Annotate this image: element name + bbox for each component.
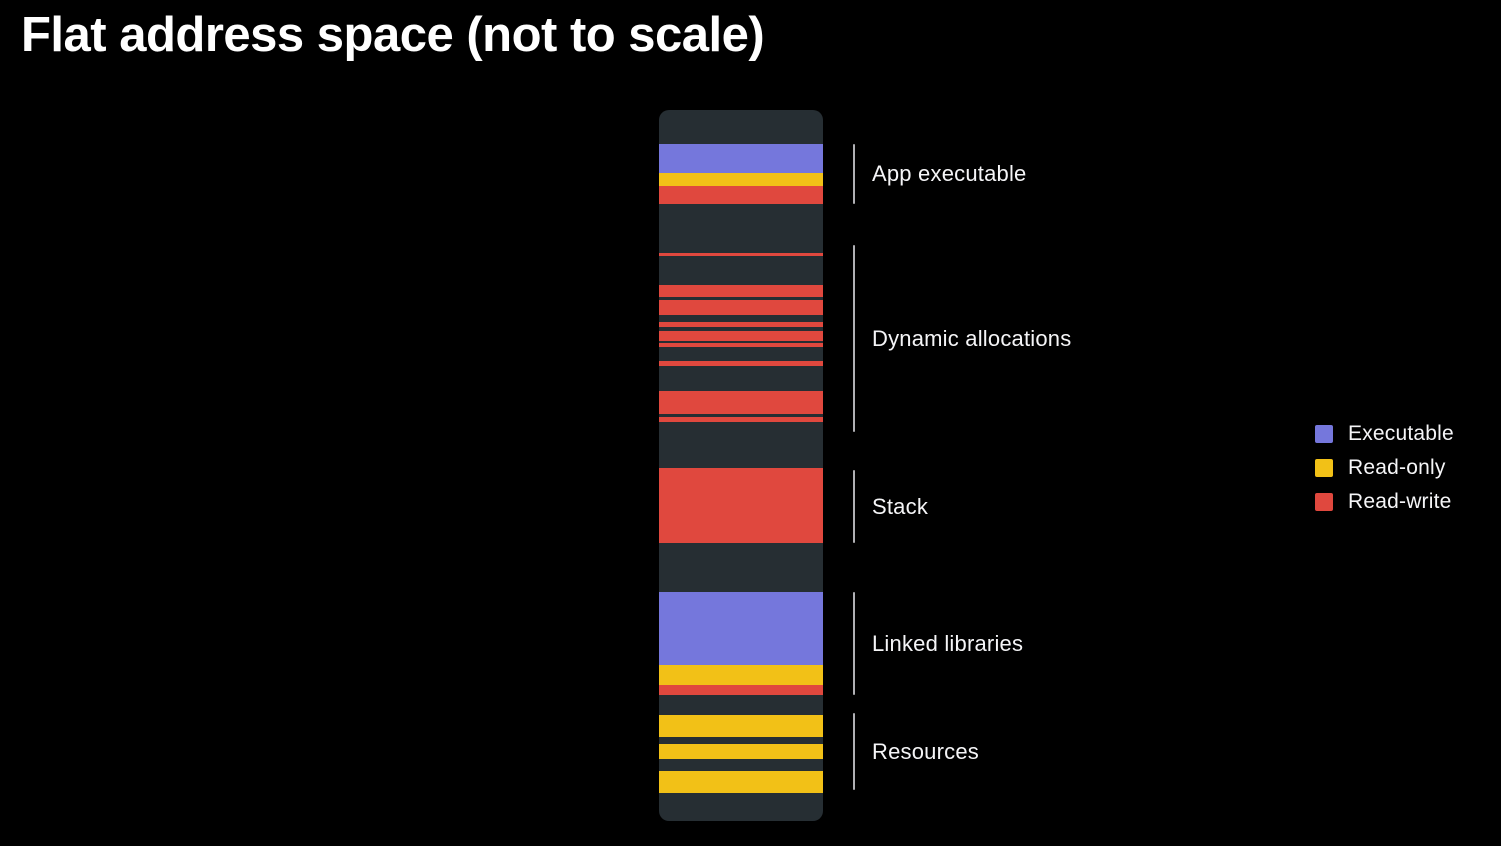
memory-segment-gap — [659, 759, 823, 771]
annotation-label: Resources — [872, 738, 979, 764]
memory-segment-read_write — [659, 417, 823, 422]
annotation-bracket-line — [853, 713, 855, 790]
memory-segment-read_write — [659, 285, 823, 297]
memory-segment-gap — [659, 737, 823, 744]
memory-segment-gap — [659, 347, 823, 361]
annotation-label: Linked libraries — [872, 630, 1024, 656]
legend-swatch-icon — [1315, 459, 1333, 477]
memory-segment-gap — [659, 695, 823, 715]
legend-label: Read-write — [1348, 490, 1452, 513]
memory-segment-gap — [659, 793, 823, 821]
legend-item-read_write: Read-write — [1315, 490, 1454, 513]
memory-segment-read_only — [659, 665, 823, 685]
memory-segment-gap — [659, 110, 823, 144]
memory-segment-executable — [659, 592, 823, 665]
memory-segment-read_write — [659, 343, 823, 347]
legend-label: Executable — [1348, 422, 1454, 445]
memory-segment-executable — [659, 144, 823, 173]
legend-swatch-icon — [1315, 493, 1333, 511]
memory-segment-gap — [659, 422, 823, 468]
annotation-label: Dynamic allocations — [872, 325, 1072, 351]
memory-segment-read_write — [659, 468, 823, 543]
memory-segment-read_only — [659, 715, 823, 737]
memory-segment-gap — [659, 366, 823, 391]
annotation-bracket-line — [853, 144, 855, 204]
legend-label: Read-only — [1348, 456, 1446, 479]
memory-segment-read_write — [659, 322, 823, 327]
memory-address-space-column — [659, 110, 823, 821]
memory-segment-read_write — [659, 361, 823, 366]
memory-segment-read_write — [659, 391, 823, 414]
legend: Executable Read-only Read-write — [1315, 422, 1454, 527]
memory-segment-read_write — [659, 685, 823, 695]
memory-segment-read_only — [659, 744, 823, 759]
annotation-bracket-line — [853, 470, 855, 543]
memory-segment-read_write — [659, 300, 823, 315]
legend-item-read_only: Read-only — [1315, 456, 1454, 479]
annotation-label: Stack — [872, 493, 929, 519]
memory-segment-read_write — [659, 253, 823, 256]
annotation-label: App executable — [872, 161, 1027, 186]
annotation-bracket-line — [853, 592, 855, 695]
annotation-bracket-line — [853, 245, 855, 432]
memory-segment-gap — [659, 315, 823, 322]
memory-segment-gap — [659, 204, 823, 253]
memory-segment-gap — [659, 256, 823, 285]
memory-segment-read_only — [659, 173, 823, 186]
memory-segment-gap — [659, 543, 823, 592]
legend-item-executable: Executable — [1315, 422, 1454, 445]
memory-segment-read_only — [659, 771, 823, 793]
legend-swatch-icon — [1315, 425, 1333, 443]
memory-segment-read_write — [659, 331, 823, 341]
page-title: Flat address space (not to scale) — [21, 8, 765, 62]
memory-segment-read_write — [659, 186, 823, 204]
